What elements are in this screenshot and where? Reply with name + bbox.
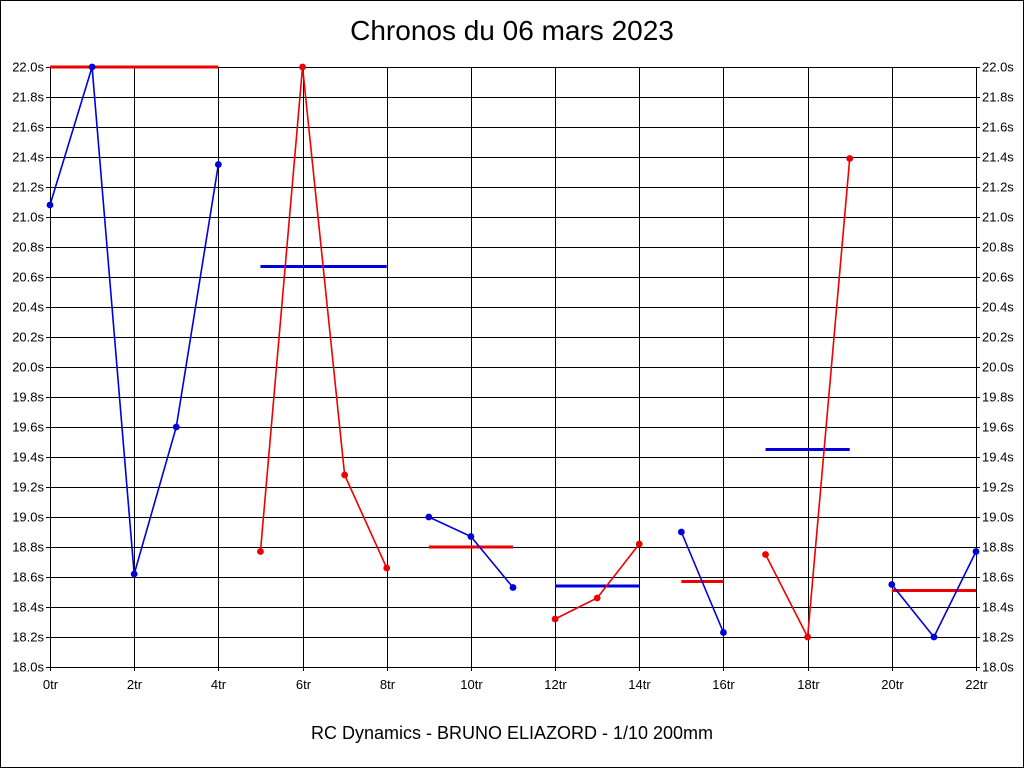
y-tick-label-right: 19.0s	[982, 510, 1014, 525]
y-tick-label-left: 20.8s	[12, 240, 44, 255]
y-tick-label-left: 19.6s	[12, 420, 44, 435]
y-tick-label-right: 21.0s	[982, 210, 1014, 225]
y-tick-label-right: 21.6s	[982, 120, 1014, 135]
series-line	[428, 516, 514, 589]
series-layer	[46, 63, 980, 641]
y-tick-label-right: 20.4s	[982, 300, 1014, 315]
y-tick-label-left: 21.2s	[12, 180, 44, 195]
data-point	[677, 528, 685, 536]
x-tick-label: 18tr	[797, 677, 820, 692]
data-point	[972, 548, 980, 555]
data-point	[720, 629, 727, 636]
data-point	[888, 581, 896, 588]
y-tick-label-left: 22.0s	[12, 60, 44, 75]
y-tick-label-right: 19.4s	[982, 450, 1014, 465]
y-tick-label-right: 19.2s	[982, 480, 1014, 495]
y-tick-label-right: 18.8s	[982, 540, 1014, 555]
chart-footer: RC Dynamics - BRUNO ELIAZORD - 1/10 200m…	[310, 723, 714, 743]
y-tick-label-left: 20.2s	[12, 330, 44, 345]
y-tick-label-left: 20.6s	[12, 270, 44, 285]
data-point	[214, 161, 222, 168]
y-tick-label-left: 18.4s	[12, 600, 44, 615]
y-tick-label-right: 22.0s	[982, 60, 1014, 75]
y-tick-label-right: 19.8s	[982, 390, 1014, 405]
x-tick-label: 8tr	[380, 677, 396, 692]
axis-labels-layer: 18.0s 18.0s 18.2s 18.2s 18.4s 18.4s 18.6s 18.6s…	[12, 60, 1014, 693]
y-tick-label-right: 18.6s	[982, 570, 1014, 585]
y-tick-label-left: 21.0s	[12, 210, 44, 225]
data-point	[299, 63, 306, 71]
y-tick-label-right: 21.4s	[982, 150, 1014, 165]
data-point	[46, 201, 54, 209]
x-tick-label: 16tr	[712, 677, 735, 692]
data-point	[172, 423, 180, 431]
y-tick-label-left: 20.4s	[12, 300, 44, 315]
y-tick-label-left: 18.8s	[12, 540, 44, 555]
x-tick-label: 0tr	[43, 677, 59, 692]
y-tick-label-left: 18.0s	[12, 660, 44, 675]
data-point	[509, 584, 517, 591]
y-tick-label-left: 19.8s	[12, 390, 44, 405]
y-tick-label-right: 20.2s	[982, 330, 1014, 345]
data-point	[130, 570, 138, 578]
chart-title: Chronos du 06 mars 2023	[350, 15, 674, 46]
y-tick-label-right: 18.0s	[982, 660, 1014, 675]
y-tick-label-left: 19.4s	[12, 450, 44, 465]
y-tick-label-left: 19.2s	[12, 480, 44, 495]
y-tick-label-right: 20.8s	[982, 240, 1014, 255]
x-tick-label: 14tr	[628, 677, 651, 692]
y-tick-label-right: 20.0s	[982, 360, 1014, 375]
y-tick-label-right: 20.6s	[982, 270, 1014, 285]
data-point	[930, 633, 938, 641]
y-tick-label-right: 21.8s	[982, 90, 1014, 105]
data-point	[341, 471, 349, 479]
y-tick-label-right: 21.2s	[982, 180, 1014, 195]
data-point	[846, 155, 854, 162]
series-line	[891, 551, 977, 639]
y-tick-label-right: 18.2s	[982, 630, 1014, 645]
data-point	[551, 615, 559, 623]
data-point	[88, 63, 96, 71]
x-tick-label: 2tr	[127, 677, 143, 692]
y-tick-label-left: 21.8s	[12, 90, 44, 105]
mean-lines-layer	[50, 65, 976, 592]
y-tick-label-left: 21.6s	[12, 120, 44, 135]
x-tick-label: 4tr	[211, 677, 227, 692]
data-point	[467, 533, 475, 540]
series-line	[680, 531, 725, 633]
x-tick-label: 22tr	[965, 677, 988, 692]
y-tick-label-left: 18.6s	[12, 570, 44, 585]
data-point	[804, 633, 812, 641]
data-point	[257, 548, 264, 555]
y-tick-label-left: 19.0s	[12, 510, 44, 525]
data-point	[425, 513, 433, 521]
x-tick-label: 20tr	[881, 677, 904, 692]
y-tick-label-left: 20.0s	[12, 360, 44, 375]
y-tick-label-left: 21.4s	[12, 150, 44, 165]
x-tick-label: 10tr	[460, 677, 483, 692]
data-point	[383, 564, 391, 572]
x-tick-label: 6tr	[296, 677, 312, 692]
grid-layer	[46, 67, 980, 671]
x-tick-label: 12tr	[544, 677, 567, 692]
series-line	[259, 66, 388, 569]
y-tick-label-left: 18.2s	[12, 630, 44, 645]
y-tick-label-right: 18.4s	[982, 600, 1014, 615]
data-point	[635, 540, 643, 548]
data-point	[593, 594, 601, 602]
data-point	[762, 551, 769, 558]
y-tick-label-right: 19.6s	[982, 420, 1014, 435]
